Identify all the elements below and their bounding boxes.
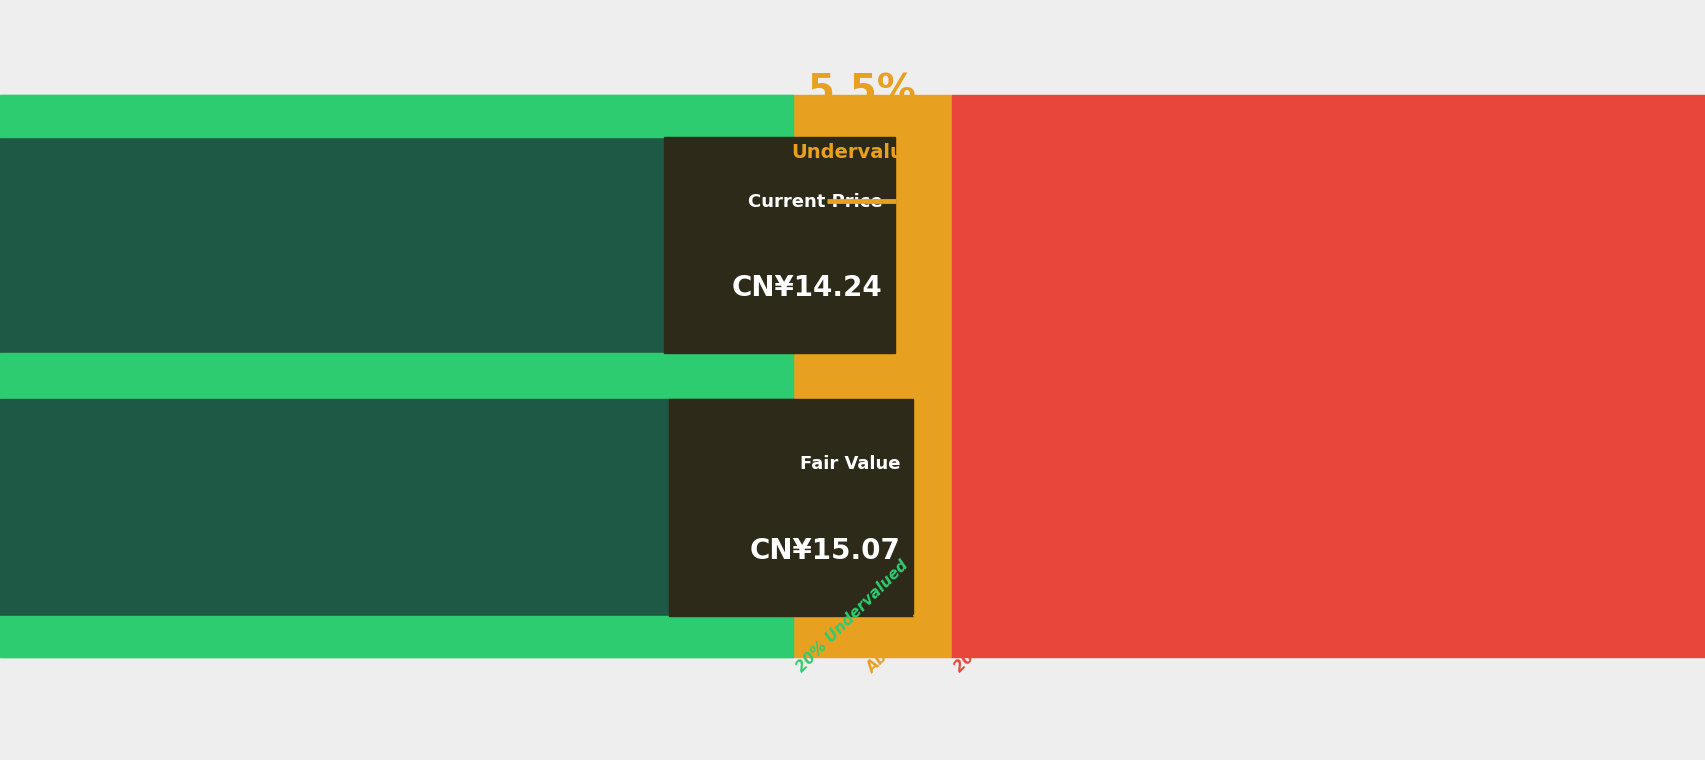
Bar <box>663 137 893 353</box>
Text: Current Price: Current Price <box>747 193 881 211</box>
Bar <box>0 95 793 657</box>
Text: CN¥15.07: CN¥15.07 <box>750 537 900 565</box>
Bar <box>668 399 912 616</box>
Text: About Right: About Right <box>864 593 948 676</box>
Text: Undervalued: Undervalued <box>791 143 931 162</box>
Bar <box>0 137 793 353</box>
Text: 20% Overvalued: 20% Overvalued <box>951 566 1061 676</box>
Text: 5.5%: 5.5% <box>806 72 916 110</box>
Bar <box>0 353 793 399</box>
Bar <box>951 95 1705 657</box>
Bar <box>0 95 793 137</box>
Text: Fair Value: Fair Value <box>800 455 900 473</box>
Bar <box>0 399 793 616</box>
Bar <box>0 616 793 657</box>
Text: CN¥14.24: CN¥14.24 <box>731 274 881 302</box>
Text: 20% Undervalued: 20% Undervalued <box>793 558 910 676</box>
Bar <box>793 95 951 657</box>
